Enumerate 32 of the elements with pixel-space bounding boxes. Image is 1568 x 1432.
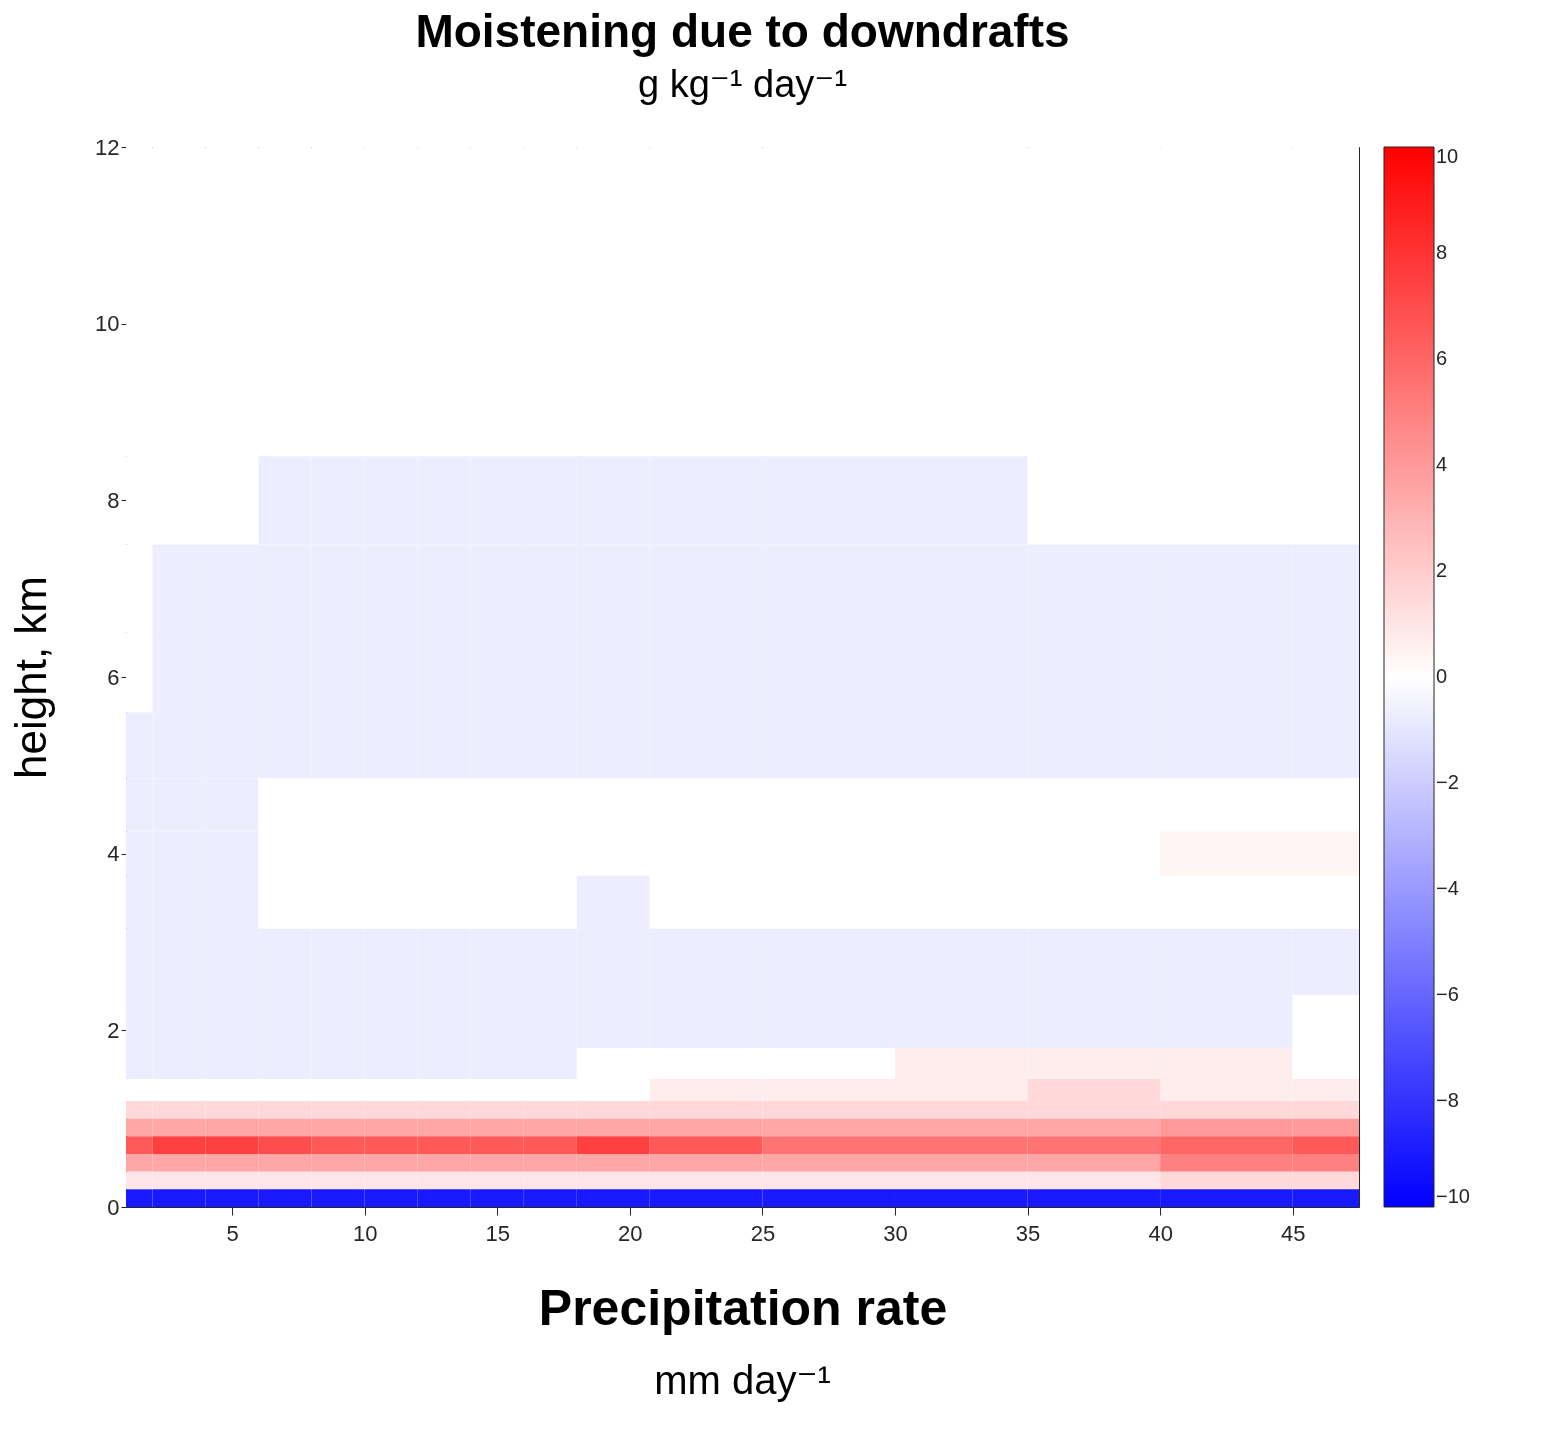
- y-tick-label: 2: [107, 1017, 120, 1043]
- color-bar-label: 8: [1436, 241, 1448, 263]
- x-tick-label: 20: [618, 1220, 643, 1246]
- color-bar-label: 2: [1436, 559, 1448, 581]
- color-bar-label: 0: [1436, 665, 1448, 687]
- color-bar-label: 6: [1436, 347, 1448, 369]
- text: mm day⁻¹: [654, 1358, 831, 1402]
- y-tick-label: 10: [95, 311, 120, 337]
- x-tick-label: 40: [1148, 1220, 1173, 1246]
- x-tick-label: 30: [883, 1220, 908, 1246]
- chart-title: Moistening due to downdrafts: [415, 5, 1070, 57]
- color-bar-label: −10: [1436, 1185, 1470, 1207]
- x-tick-label: 35: [1015, 1220, 1041, 1246]
- x-tick-label: 45: [1280, 1220, 1306, 1246]
- x-tick-label: 15: [485, 1220, 510, 1246]
- y-tick-label: 12: [95, 134, 120, 160]
- y-tick-label: 6: [107, 664, 120, 690]
- y-tick-label: 4: [107, 841, 120, 867]
- x-tick-label: 10: [352, 1220, 378, 1246]
- y-tick-label: 0: [107, 1194, 120, 1220]
- color-bar-label: 4: [1436, 453, 1448, 475]
- x-axis-title: Precipitation rate: [538, 1279, 948, 1336]
- color-bar-label: 10: [1436, 145, 1459, 167]
- y-tick-label: 8: [107, 487, 120, 513]
- color-bar-label: −4: [1436, 877, 1459, 899]
- x-tick-label: 25: [750, 1220, 776, 1246]
- color-bar-label: −8: [1436, 1089, 1459, 1111]
- color-bar-label: −6: [1436, 983, 1459, 1005]
- color-bar-label: −2: [1436, 771, 1459, 793]
- y-axis-title: height, km: [6, 576, 56, 779]
- x-tick-label: 5: [226, 1220, 239, 1246]
- chart-subtitle: g kg⁻¹ day⁻¹: [637, 63, 848, 105]
